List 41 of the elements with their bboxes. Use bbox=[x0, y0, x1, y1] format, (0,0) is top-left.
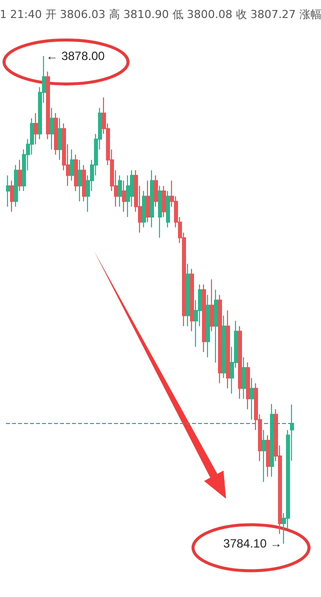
candlestick bbox=[10, 180, 14, 212]
candlestick bbox=[118, 174, 122, 208]
candlestick bbox=[218, 294, 222, 384]
candlestick bbox=[190, 268, 194, 332]
candlestick bbox=[142, 190, 146, 228]
candlestick bbox=[14, 164, 18, 208]
candlestick bbox=[270, 403, 274, 478]
candlestick bbox=[18, 159, 22, 192]
candlestick bbox=[226, 310, 230, 389]
candlestick bbox=[262, 429, 266, 482]
candlestick bbox=[78, 159, 82, 202]
candlestick bbox=[202, 284, 206, 353]
candlestick bbox=[250, 378, 254, 420]
candlestick bbox=[206, 294, 210, 358]
candlestick bbox=[214, 289, 218, 363]
candlestick bbox=[150, 170, 154, 228]
candlestick bbox=[70, 148, 74, 182]
candlestick bbox=[50, 107, 54, 150]
candlestick bbox=[82, 164, 86, 202]
candlestick bbox=[242, 356, 246, 400]
candlestick bbox=[154, 174, 158, 208]
candlestick bbox=[122, 180, 126, 212]
candlestick bbox=[34, 112, 38, 145]
candlestick bbox=[6, 174, 10, 208]
candlestick bbox=[158, 185, 162, 238]
candlestick bbox=[46, 71, 50, 140]
candlestick bbox=[54, 112, 58, 156]
candlestick bbox=[222, 315, 226, 379]
candlestick bbox=[58, 118, 62, 160]
annotation: 3784.10 → bbox=[223, 536, 282, 551]
candlestick bbox=[266, 434, 270, 478]
candlestick bbox=[166, 190, 170, 228]
candlestick bbox=[74, 154, 78, 192]
candlestick bbox=[146, 180, 150, 223]
candlestick bbox=[162, 185, 166, 218]
candlestick bbox=[186, 263, 190, 327]
chart-title: 1 21:40 开 3806.03 高 3810.90 低 3800.08 收 3807.27 涨幅 bbox=[0, 8, 321, 21]
annotation: ← 3878.00 bbox=[46, 48, 106, 63]
candlestick bbox=[210, 278, 214, 332]
candlestick bbox=[246, 362, 250, 410]
candlestick bbox=[238, 326, 242, 400]
